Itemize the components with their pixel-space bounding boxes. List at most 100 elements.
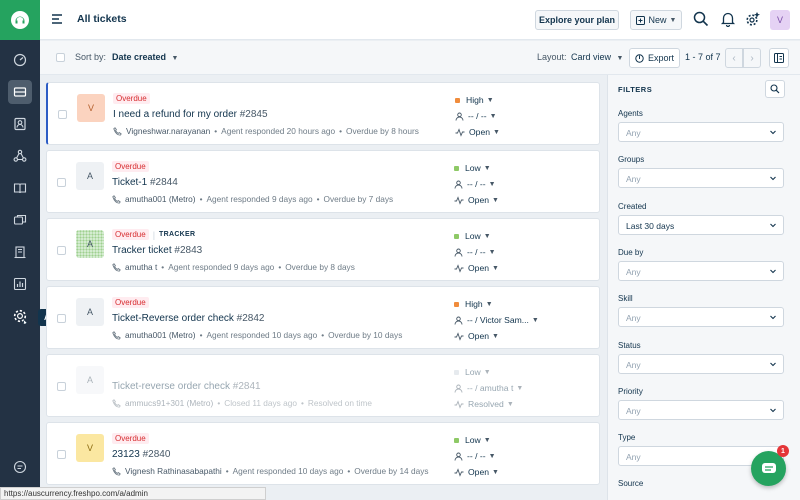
ticket-assignee: -- / -- xyxy=(468,111,487,121)
layout-dropdown[interactable]: Card view ▼ xyxy=(571,52,623,62)
ticket-priority: High xyxy=(466,95,484,105)
chevron-down-icon xyxy=(769,313,777,321)
chevron-down-icon: ▼ xyxy=(483,164,491,172)
layout-label: Layout: xyxy=(537,52,567,62)
filter-select[interactable]: Any xyxy=(618,168,784,189)
building-icon[interactable] xyxy=(8,240,32,264)
ticket-card[interactable]: A Overdue | Ticket-Reverse order check #… xyxy=(46,286,600,349)
export-label: Export xyxy=(647,53,674,63)
filter-label: Groups xyxy=(618,155,645,165)
filter-search-icon[interactable] xyxy=(765,80,785,98)
chevron-down-icon: ▼ xyxy=(492,332,499,340)
ticket-subject[interactable]: Tracker ticket #2843 xyxy=(112,245,202,256)
assignee-dropdown[interactable]: -- / Victor Sam... ▼ xyxy=(454,312,539,328)
ticket-checkbox[interactable] xyxy=(57,178,66,187)
tickets-icon[interactable] xyxy=(8,80,32,104)
ticket-checkbox[interactable] xyxy=(57,246,66,255)
ticket-subject[interactable]: Ticket-reverse order check #2841 xyxy=(112,381,261,392)
ticket-checkbox[interactable] xyxy=(57,450,66,459)
assignee-dropdown[interactable]: -- / -- ▼ xyxy=(454,448,499,464)
ticket-properties: Low ▼ -- / -- ▼ Open ▼ xyxy=(454,228,499,276)
ticket-properties: Low ▼ -- / amutha t ▼ Resolved ▼ xyxy=(454,364,523,412)
sort-dropdown[interactable]: Date created ▼ xyxy=(112,52,178,62)
filter-select[interactable]: Any xyxy=(618,307,784,328)
filter-select[interactable]: Any xyxy=(618,399,784,420)
split-view-icon[interactable] xyxy=(769,48,789,68)
forums-icon[interactable] xyxy=(8,208,32,232)
status-pulse-icon xyxy=(454,399,464,409)
priority-dropdown[interactable]: Low ▼ xyxy=(454,228,499,244)
priority-dropdown[interactable]: Low ▼ xyxy=(454,364,523,380)
assignee-dropdown[interactable]: -- / amutha t ▼ xyxy=(454,380,523,396)
ticket-subject[interactable]: Ticket-1 #2844 xyxy=(112,177,178,188)
ticket-responded: Closed 11 days ago xyxy=(224,398,297,408)
filter-select[interactable]: Any xyxy=(618,353,784,374)
select-all-checkbox[interactable] xyxy=(56,53,65,62)
assignee-dropdown[interactable]: -- / -- ▼ xyxy=(454,176,499,192)
ticket-card[interactable]: A Overdue | Ticket-1 #2844 amutha001 (Me… xyxy=(46,150,600,213)
overdue-badge: Overdue xyxy=(112,229,149,240)
filter-select[interactable]: Last 30 days xyxy=(618,214,784,235)
filter-label: Type xyxy=(618,433,636,443)
reports-icon[interactable] xyxy=(8,272,32,296)
next-page-icon[interactable]: › xyxy=(743,48,761,68)
priority-dropdown[interactable]: Low ▼ xyxy=(454,160,499,176)
status-dropdown[interactable]: Open ▼ xyxy=(455,124,500,140)
ticket-tags: Overdue | xyxy=(113,93,150,104)
ticket-card[interactable]: V Overdue | 23123 #2840 Vignesh Rathinas… xyxy=(46,422,600,485)
status-dropdown[interactable]: Open ▼ xyxy=(454,192,499,208)
ticket-card[interactable]: A Overdue | TRACKER Tracker ticket #2843… xyxy=(46,218,600,281)
status-dropdown[interactable]: Open ▼ xyxy=(454,464,499,480)
ticket-card[interactable]: V Overdue | I need a refund for my order… xyxy=(46,82,600,145)
export-icon xyxy=(635,53,644,63)
freshdesk-logo-icon[interactable] xyxy=(0,0,40,40)
search-icon[interactable] xyxy=(693,11,709,27)
chevron-down-icon: ▼ xyxy=(171,55,179,62)
ticket-subject[interactable]: Ticket-Reverse order check #2842 xyxy=(112,313,264,324)
layout-value: Card view xyxy=(571,52,612,62)
ticket-checkbox[interactable] xyxy=(57,382,66,391)
ticket-requester: amutha t xyxy=(125,262,158,272)
solutions-book-icon[interactable] xyxy=(8,176,32,200)
ticket-card[interactable]: A | Ticket-reverse order check #2841 amm… xyxy=(46,354,600,417)
ticket-subject[interactable]: I need a refund for my order #2845 xyxy=(113,109,268,120)
prev-page-icon[interactable]: ‹ xyxy=(725,48,743,68)
ticket-meta: amutha001 (Metro) • Agent responded 10 day… xyxy=(112,330,402,340)
priority-indicator xyxy=(454,437,459,443)
contacts-icon[interactable] xyxy=(8,112,32,136)
chat-widget-button[interactable] xyxy=(751,451,786,486)
assignee-dropdown[interactable]: -- / -- ▼ xyxy=(454,244,499,260)
ticket-tags: Overdue | xyxy=(112,297,149,308)
export-button[interactable]: Export xyxy=(629,48,680,68)
status-dropdown[interactable]: Open ▼ xyxy=(454,260,499,276)
menu-icon[interactable] xyxy=(52,14,63,24)
user-avatar[interactable]: V xyxy=(770,10,790,30)
filter-select[interactable]: Any xyxy=(618,260,784,281)
priority-dropdown[interactable]: Low ▼ xyxy=(454,432,499,448)
explore-plan-button[interactable]: Explore your plan xyxy=(535,10,619,30)
status-dropdown[interactable]: Resolved ▼ xyxy=(454,396,523,412)
overdue-badge: Overdue xyxy=(112,433,149,444)
status-dropdown[interactable]: Open ▼ xyxy=(454,328,539,344)
priority-dropdown[interactable]: High ▼ xyxy=(455,92,500,108)
dashboard-icon[interactable] xyxy=(8,48,32,72)
apps-gear-icon[interactable] xyxy=(745,11,761,27)
new-button[interactable]: New ▼ xyxy=(630,10,682,30)
notifications-bell-icon[interactable] xyxy=(720,11,736,27)
assignee-dropdown[interactable]: -- / -- ▼ xyxy=(455,108,500,124)
admin-gear-icon[interactable] xyxy=(8,304,32,328)
ticket-avatar: A xyxy=(76,366,104,394)
filter-select[interactable]: Any xyxy=(618,122,784,142)
ticket-number: #2844 xyxy=(149,177,178,188)
groups-icon[interactable] xyxy=(8,144,32,168)
ticket-subject[interactable]: 23123 #2840 xyxy=(112,449,170,460)
priority-dropdown[interactable]: High ▼ xyxy=(454,296,539,312)
filter-label: Due by xyxy=(618,247,644,257)
chat-nav-icon[interactable] xyxy=(8,455,32,479)
ticket-checkbox[interactable] xyxy=(58,110,67,119)
ticket-avatar: A xyxy=(76,162,104,190)
ticket-checkbox[interactable] xyxy=(57,314,66,323)
chevron-down-icon xyxy=(769,406,777,414)
person-icon xyxy=(455,112,464,121)
ticket-responded: Agent responded 10 days ago xyxy=(232,466,344,476)
